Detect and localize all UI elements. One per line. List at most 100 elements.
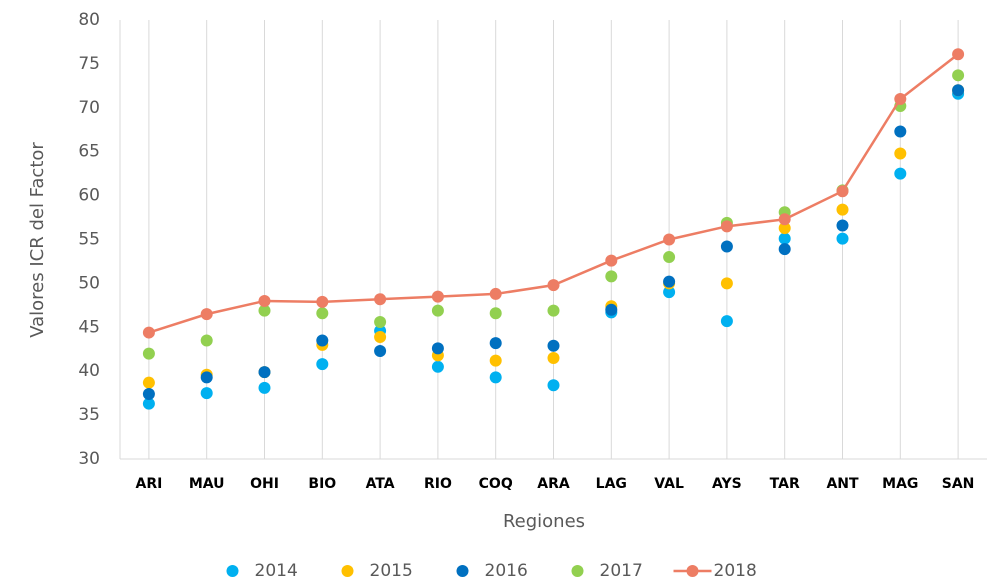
x-tick-label: ARI (135, 476, 162, 492)
y-tick-label: 80 (78, 10, 100, 30)
x-tick-label: MAG (882, 476, 918, 492)
data-point (431, 360, 444, 373)
x-axis-label: Regiones (503, 511, 585, 532)
data-point (200, 371, 213, 384)
data-point (142, 397, 155, 410)
data-point (663, 275, 676, 288)
y-axis-label: Valores ICR del Factor (27, 142, 48, 338)
data-point (142, 376, 155, 389)
legend-marker (226, 565, 239, 577)
data-point (720, 315, 733, 328)
data-point (489, 337, 502, 350)
data-point (952, 69, 965, 82)
data-point (663, 251, 676, 264)
legend-marker (686, 565, 699, 577)
data-point (316, 334, 329, 347)
data-point (200, 387, 213, 400)
data-point (547, 279, 560, 292)
data-point (142, 326, 155, 339)
y-tick-label: 65 (78, 142, 100, 162)
data-point (489, 354, 502, 367)
data-point (547, 379, 560, 392)
y-tick-label: 60 (78, 186, 100, 206)
data-point (374, 345, 387, 358)
data-point (894, 147, 907, 160)
x-tick-label: COQ (479, 476, 513, 492)
data-point (200, 308, 213, 321)
data-point (894, 167, 907, 180)
data-point (489, 287, 502, 300)
legend-marker (456, 565, 469, 577)
data-point (374, 293, 387, 306)
data-point (431, 290, 444, 303)
y-tick-label: 55 (78, 230, 100, 250)
data-point (142, 347, 155, 360)
x-tick-label: MAU (189, 476, 225, 492)
y-tick-label: 75 (78, 54, 100, 74)
data-point (952, 48, 965, 61)
legend-label: 2018 (714, 561, 757, 581)
data-point (894, 125, 907, 138)
y-tick-label: 40 (78, 361, 100, 381)
data-point (836, 185, 849, 198)
data-point (894, 93, 907, 106)
data-point (258, 294, 271, 307)
data-point (778, 243, 791, 256)
x-tick-label: BIO (308, 476, 336, 492)
x-tick-label: ATA (366, 476, 395, 492)
y-tick-label: 45 (78, 317, 100, 337)
data-point (374, 330, 387, 343)
data-point (836, 203, 849, 216)
data-point (663, 286, 676, 299)
data-point (663, 233, 676, 246)
data-point (778, 222, 791, 235)
data-point (489, 307, 502, 320)
y-tick-label: 70 (78, 98, 100, 118)
y-tick-label: 50 (78, 273, 100, 293)
data-point (374, 316, 387, 329)
legend-label: 2017 (600, 561, 643, 581)
x-tick-label: SAN (942, 476, 975, 492)
x-tick-label: ARA (537, 476, 570, 492)
data-point (547, 352, 560, 365)
data-point (720, 277, 733, 290)
y-tick-label: 30 (78, 449, 100, 469)
data-point (836, 232, 849, 245)
data-point (142, 388, 155, 401)
data-point (605, 254, 618, 267)
data-point (431, 342, 444, 355)
legend-label: 2016 (485, 561, 528, 581)
x-tick-label: VAL (654, 476, 684, 492)
data-point (316, 358, 329, 371)
data-point (720, 240, 733, 253)
data-point (605, 270, 618, 283)
data-point (489, 371, 502, 384)
x-tick-label: ANT (826, 476, 859, 492)
data-point (720, 220, 733, 233)
data-point (952, 84, 965, 97)
data-point (605, 303, 618, 316)
legend-label: 2014 (255, 561, 298, 581)
legend-marker (571, 565, 584, 577)
data-point (547, 304, 560, 317)
x-tick-label: RIO (424, 476, 452, 492)
data-point (431, 304, 444, 317)
x-tick-label: AYS (712, 476, 742, 492)
data-point (836, 219, 849, 232)
x-tick-label: LAG (596, 476, 627, 492)
x-tick-label: TAR (770, 476, 800, 492)
data-point (316, 295, 329, 308)
data-point (316, 307, 329, 320)
data-point (258, 366, 271, 379)
data-point (778, 232, 791, 245)
x-tick-label: OHI (250, 476, 279, 492)
legend-marker (341, 565, 354, 577)
data-point (778, 213, 791, 226)
y-tick-label: 35 (78, 405, 100, 425)
data-point (258, 304, 271, 317)
legend-label: 2015 (370, 561, 413, 581)
data-point (258, 381, 271, 394)
data-point (200, 334, 213, 347)
data-point (547, 339, 560, 352)
